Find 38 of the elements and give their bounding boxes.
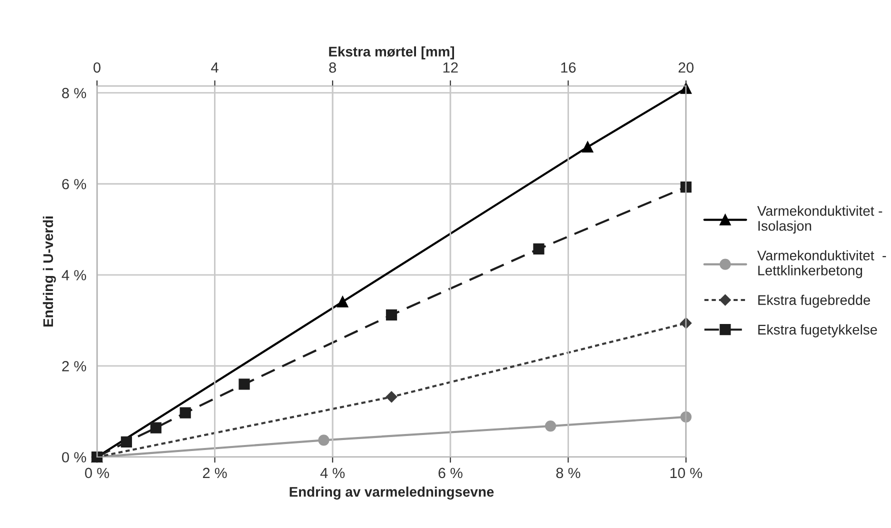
- point: [337, 296, 348, 308]
- y-tick-label: 2 %: [62, 361, 86, 372]
- x-tick-label: 0 %: [85, 468, 110, 478]
- point: [680, 182, 692, 193]
- x-tick-label: 4 %: [320, 468, 345, 478]
- y-tick-label: 4 %: [62, 270, 86, 280]
- x-tick-label: 6 %: [438, 468, 462, 478]
- x2-tick-label: 16: [561, 62, 576, 73]
- x2-tick-label: 12: [443, 62, 458, 73]
- point: [544, 420, 556, 432]
- point: [180, 407, 191, 418]
- point: [318, 434, 330, 446]
- legend-label: Varmekonduktivitet - Isolasjon: [757, 206, 882, 234]
- x2-tick-label: 8: [329, 62, 336, 73]
- y-tick-label: 8 %: [62, 88, 86, 98]
- point: [533, 243, 544, 255]
- x-tick-label: 10 %: [670, 468, 702, 478]
- y-tick-label: 0 %: [62, 452, 86, 462]
- x2-tick-label: 20: [678, 62, 694, 73]
- point: [150, 422, 162, 434]
- point: [120, 436, 132, 448]
- x2-tick-label: 0: [94, 62, 100, 73]
- x-tick-label: 8 %: [556, 468, 580, 478]
- legend-label: Ekstra fugetykkelse: [758, 324, 877, 338]
- point: [386, 391, 398, 403]
- x2-axis-title: Ekstra mørtel [mm]: [329, 46, 454, 60]
- point: [386, 309, 398, 321]
- legend-label: Varmekonduktivitet - Lettklinkerbetong: [757, 250, 886, 278]
- legend-label: Ekstra fugebredde: [758, 294, 870, 308]
- x2-tick-label: 4: [211, 62, 218, 73]
- point: [238, 378, 250, 390]
- x-axis-title: Endring av varmeledningsevne: [290, 486, 494, 500]
- point: [582, 141, 594, 153]
- x-tick-label: 2 %: [202, 468, 227, 478]
- y-tick-label: 6 %: [62, 178, 86, 190]
- y-axis-title: Endring i U-verdi: [42, 216, 56, 327]
- point: [680, 411, 692, 422]
- point: [680, 318, 692, 329]
